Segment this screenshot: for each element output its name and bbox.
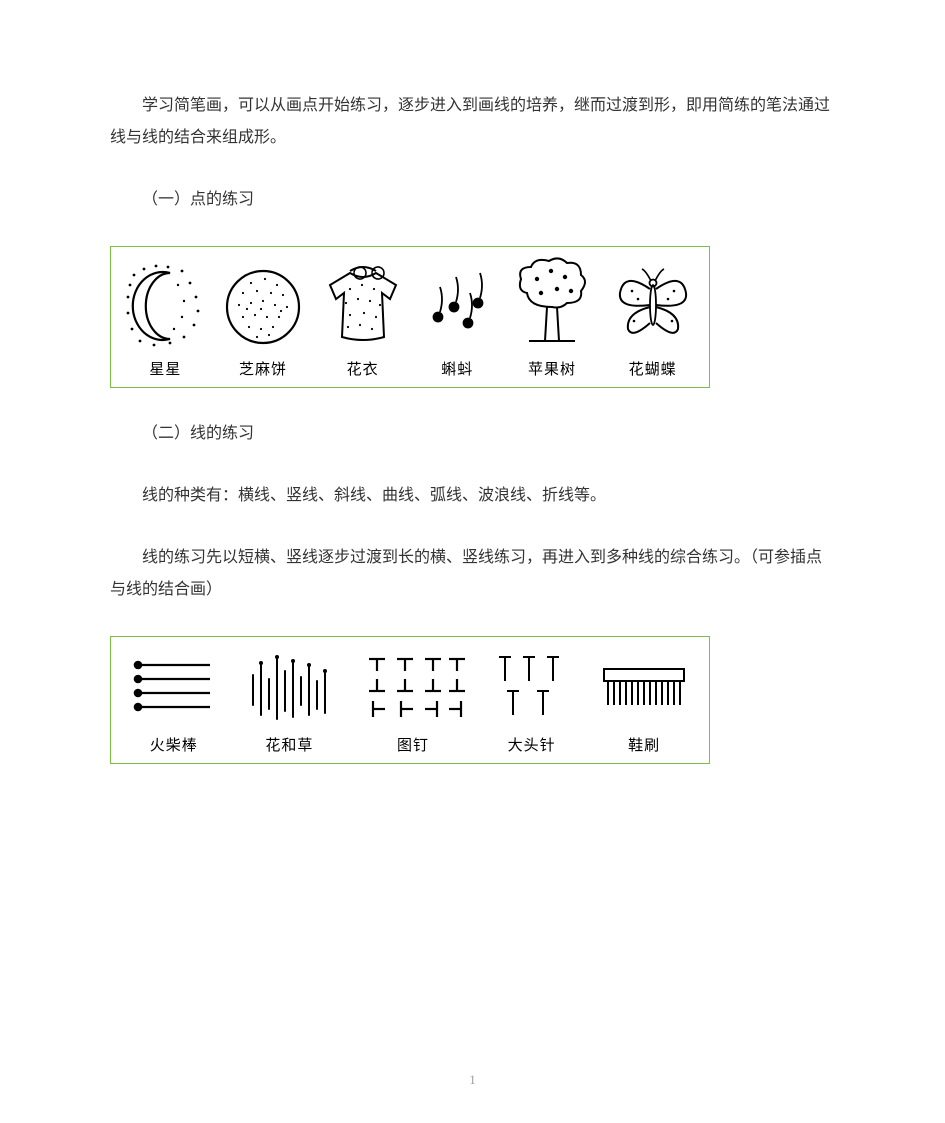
heading-section-1: （一）点的练习 [110,184,835,216]
figure-cell-tadpoles: 蝌蚪 [420,259,494,385]
figure-cell-apple-tree: 苹果树 [509,255,595,385]
heading-section-2: （二）线的练习 [110,418,835,450]
dress-icon [320,259,406,351]
figure-label: 花衣 [347,355,379,385]
figure-label: 花蝴蝶 [629,355,677,385]
stars-icon [124,261,206,351]
document-page: 学习简笔画，可以从画点开始练习，逐步进入到画线的培养，继而过渡到形，即用简练的笔… [0,0,945,1123]
figure-row: 火柴棒 花和草 [117,645,703,761]
paragraph-line-practice: 线的练习先以短横、竖线逐步过渡到长的横、竖线练习，再进入到多种线的综合练习。（可… [110,542,835,606]
figure-label: 花和草 [265,731,313,761]
figure-cell-grass: 花和草 [239,645,339,761]
thumbtacks-icon [357,647,469,727]
figure-label: 苹果树 [528,355,576,385]
paragraph-line-types: 线的种类有：横线、竖线、斜线、曲线、弧线、波浪线、折线等。 [110,480,835,512]
figure-cell-thumbtacks: 图钉 [357,647,469,761]
page-number: 1 [0,1067,945,1093]
figure-cell-stars: 星星 [124,261,206,385]
apple-tree-icon [509,255,595,351]
figure-row: 星星 芝麻饼 [117,255,703,385]
figure-cell-dress: 花衣 [320,259,406,385]
figure-label: 鞋刷 [628,731,660,761]
figure-cell-matchsticks: 火柴棒 [126,649,222,761]
figure-cell-butterfly: 花蝴蝶 [610,259,696,385]
sesame-cake-icon [221,261,305,351]
paragraph-intro: 学习简笔画，可以从画点开始练习，逐步进入到画线的培养，继而过渡到形，即用简练的笔… [110,90,835,154]
figure-label: 大头针 [508,731,556,761]
butterfly-icon [610,259,696,351]
pins-icon [487,647,577,727]
grass-icon [239,645,339,727]
matchsticks-icon [126,649,222,727]
tadpoles-icon [420,259,494,351]
figure-cell-pins: 大头针 [487,647,577,761]
figure-point-exercises: 星星 芝麻饼 [110,246,710,388]
figure-label: 星星 [149,355,181,385]
figure-line-exercises: 火柴棒 花和草 [110,636,710,764]
figure-label: 火柴棒 [150,731,198,761]
figure-label: 蝌蚪 [441,355,473,385]
figure-label: 图钉 [397,731,429,761]
figure-cell-brush: 鞋刷 [594,649,694,761]
figure-cell-sesame-cake: 芝麻饼 [221,261,305,385]
figure-label: 芝麻饼 [239,355,287,385]
shoe-brush-icon [594,649,694,727]
